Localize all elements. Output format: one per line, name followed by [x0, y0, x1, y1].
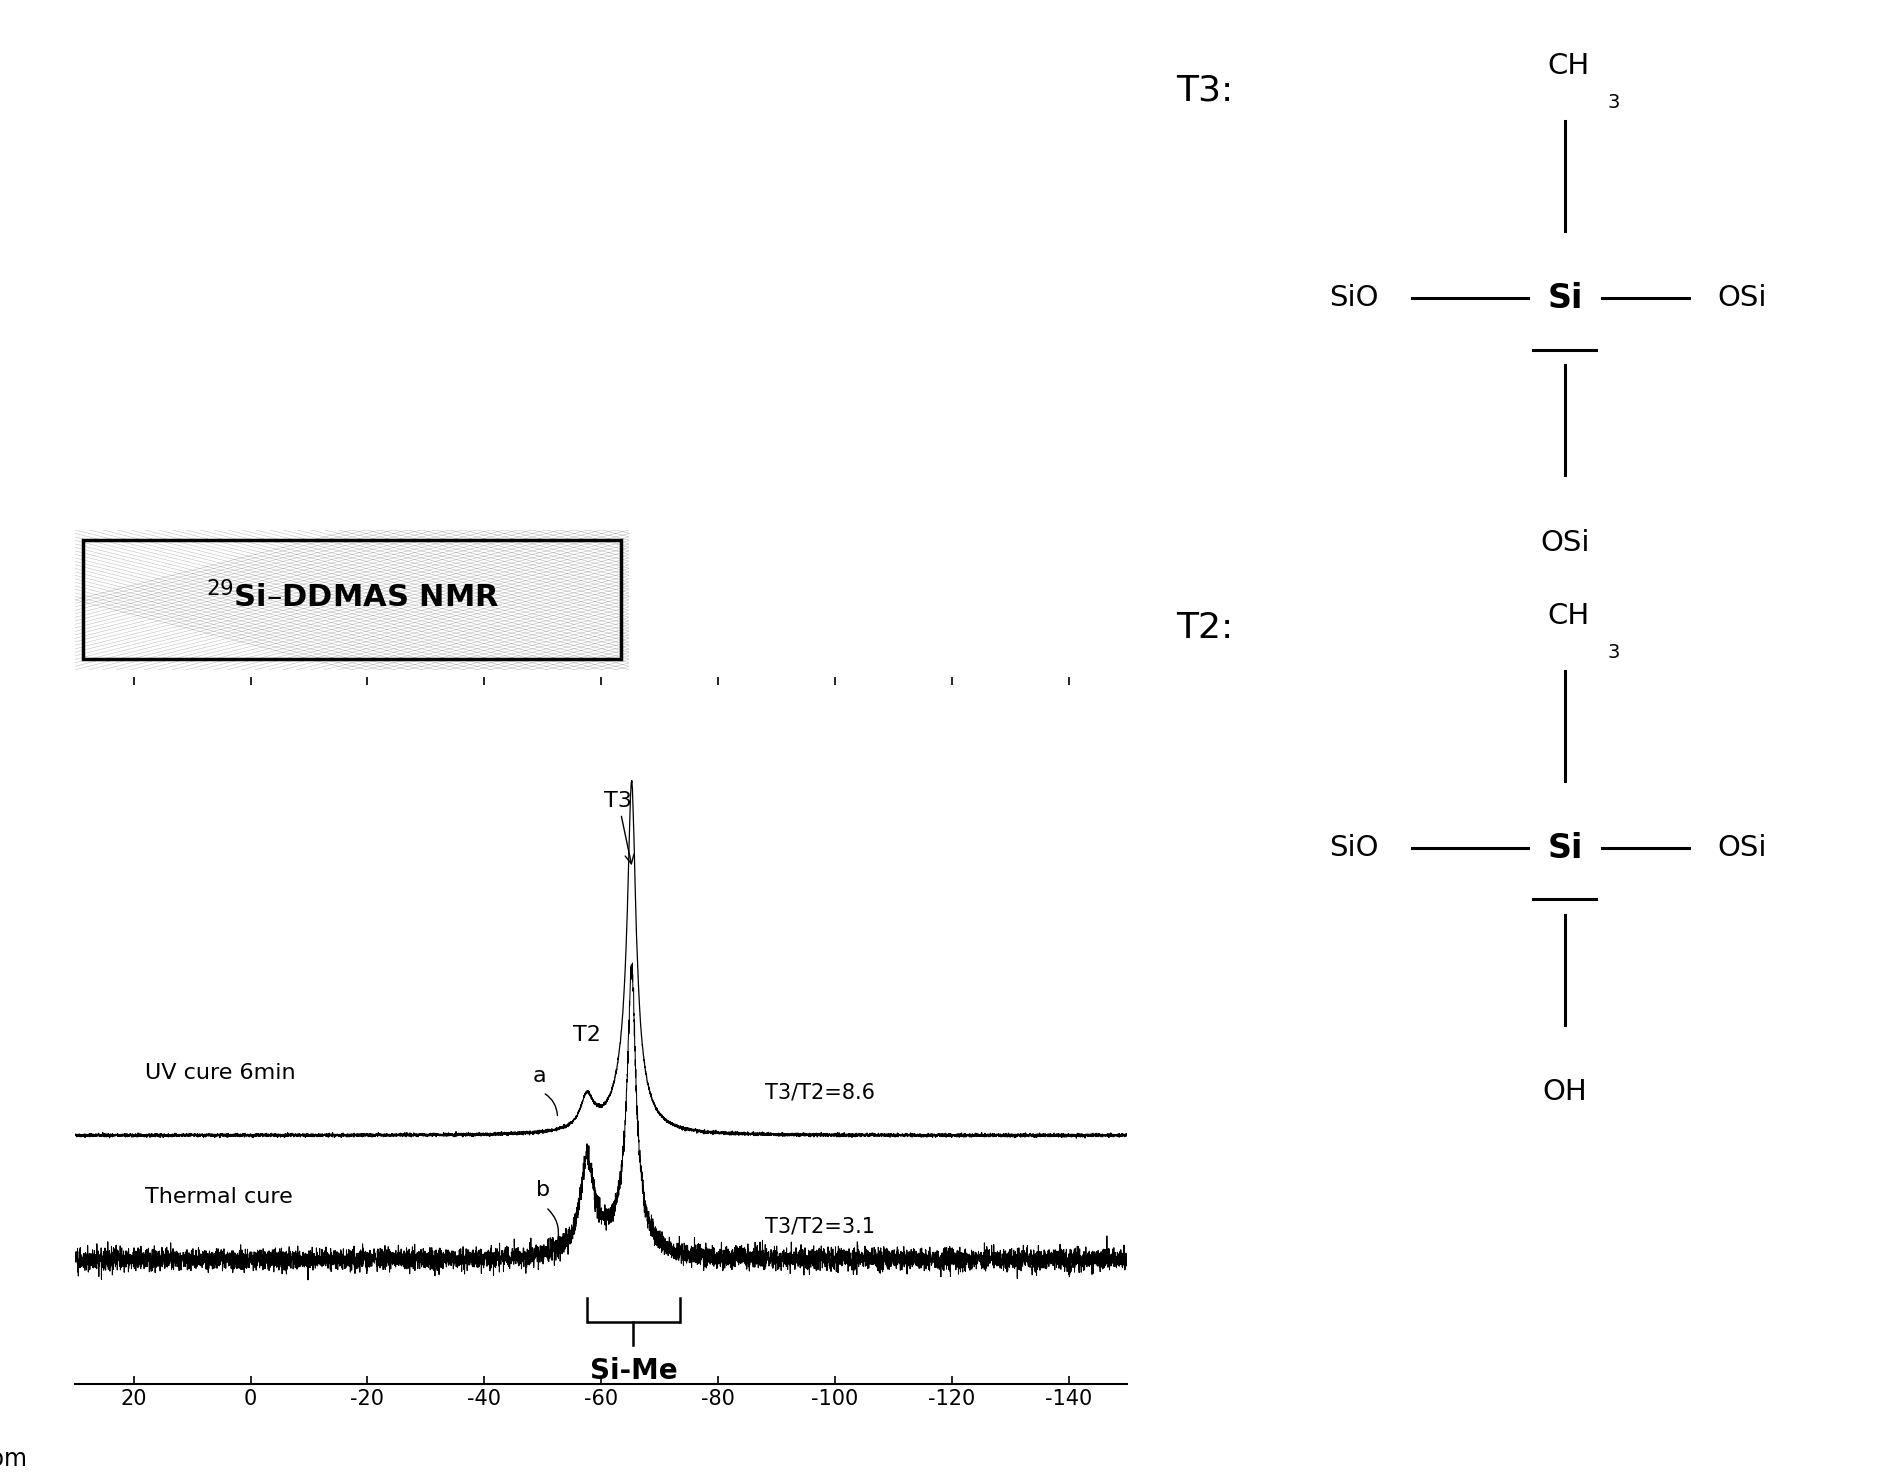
- Text: 3: 3: [1608, 93, 1620, 112]
- Text: Si: Si: [1546, 281, 1582, 315]
- Text: CH: CH: [1548, 602, 1590, 630]
- Text: Si-Me: Si-Me: [590, 1357, 676, 1385]
- Text: a: a: [534, 1066, 547, 1086]
- Text: ppm: ppm: [0, 1447, 28, 1472]
- Text: UV cure 6min: UV cure 6min: [145, 1063, 295, 1083]
- Text: SiO: SiO: [1328, 835, 1379, 863]
- Text: $^{29}$Si–DDMAS NMR: $^{29}$Si–DDMAS NMR: [205, 581, 500, 614]
- Text: Thermal cure: Thermal cure: [145, 1186, 293, 1207]
- Text: Si: Si: [1546, 832, 1582, 864]
- Text: OSi: OSi: [1541, 528, 1590, 556]
- Text: T2:: T2:: [1176, 611, 1233, 645]
- Bar: [83, 540, 622, 658]
- Text: 3: 3: [1608, 643, 1620, 662]
- Text: b: b: [536, 1181, 551, 1200]
- Text: OH: OH: [1543, 1079, 1588, 1107]
- Text: OSi: OSi: [1717, 284, 1768, 312]
- Text: T3: T3: [605, 790, 633, 864]
- Text: T3/T2=3.1: T3/T2=3.1: [765, 1216, 876, 1236]
- Text: T3:: T3:: [1176, 74, 1233, 107]
- Text: CH: CH: [1548, 52, 1590, 79]
- Text: SiO: SiO: [1328, 284, 1379, 312]
- Text: T2: T2: [573, 1025, 601, 1045]
- Text: T3/T2=8.6: T3/T2=8.6: [765, 1082, 876, 1103]
- Text: OSi: OSi: [1717, 835, 1768, 863]
